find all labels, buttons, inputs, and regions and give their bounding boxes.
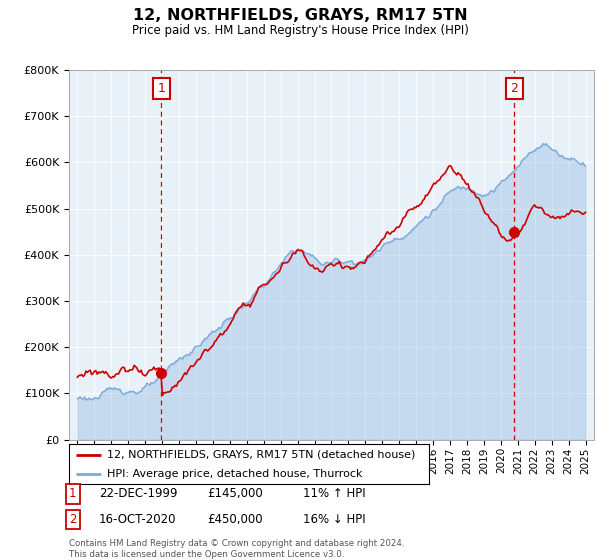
Text: 1: 1 (69, 487, 77, 501)
Text: Price paid vs. HM Land Registry's House Price Index (HPI): Price paid vs. HM Land Registry's House … (131, 24, 469, 36)
Text: 2: 2 (510, 82, 518, 95)
Text: 16-OCT-2020: 16-OCT-2020 (99, 513, 176, 526)
Text: HPI: Average price, detached house, Thurrock: HPI: Average price, detached house, Thur… (107, 469, 362, 478)
Text: 2: 2 (69, 513, 77, 526)
Text: 16% ↓ HPI: 16% ↓ HPI (303, 513, 365, 526)
Text: 11% ↑ HPI: 11% ↑ HPI (303, 487, 365, 501)
Text: 1: 1 (158, 82, 166, 95)
Text: 12, NORTHFIELDS, GRAYS, RM17 5TN (detached house): 12, NORTHFIELDS, GRAYS, RM17 5TN (detach… (107, 450, 415, 460)
Text: 22-DEC-1999: 22-DEC-1999 (99, 487, 178, 501)
Text: £450,000: £450,000 (207, 513, 263, 526)
Text: £145,000: £145,000 (207, 487, 263, 501)
Text: Contains HM Land Registry data © Crown copyright and database right 2024.
This d: Contains HM Land Registry data © Crown c… (69, 539, 404, 559)
Text: 12, NORTHFIELDS, GRAYS, RM17 5TN: 12, NORTHFIELDS, GRAYS, RM17 5TN (133, 8, 467, 24)
